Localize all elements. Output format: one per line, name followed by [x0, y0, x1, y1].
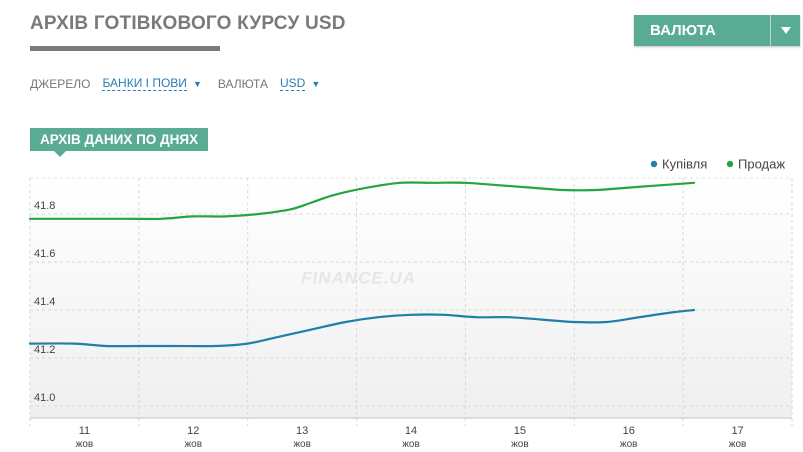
x-tick-month-label: жов — [184, 439, 202, 450]
rate-chart: 41.0 41.2 41.4 41.6 41.8 11 жов 12 жов 13 жов 14 жов… — [28, 157, 793, 450]
title-underline — [30, 46, 220, 51]
section-tag: АРХІВ ДАНИХ ПО ДНЯХ — [30, 128, 209, 151]
x-tick-month-label: жов — [729, 439, 747, 450]
chevron-down-icon — [770, 15, 800, 46]
x-tick-month-label: жов — [620, 439, 638, 450]
legend-marker — [650, 160, 658, 168]
currency-filter-label: ВАЛЮТА — [217, 76, 268, 91]
y-tick-label: 41.6 — [34, 248, 55, 260]
y-tick-label: 41.0 — [34, 392, 55, 404]
x-tick-day-label: 15 — [514, 425, 526, 437]
x-tick-day-label: 12 — [187, 425, 199, 437]
x-tick-day-label: 11 — [79, 425, 90, 437]
currency-caret-icon[interactable]: ▼ — [311, 78, 321, 89]
x-tick-month-label: жов — [402, 439, 420, 450]
y-tick-label: 41.4 — [34, 296, 55, 308]
filter-bar: ДЖЕРЕЛО БАНКИ І ПОВИ ▼ ВАЛЮТА USD ▼ — [30, 76, 336, 91]
x-tick-month-label: жов — [76, 439, 94, 450]
x-tick-month-label: жов — [293, 439, 311, 450]
currency-filter-select[interactable]: USD — [280, 76, 306, 91]
legend-label: Купівля — [662, 157, 707, 172]
legend-marker — [726, 160, 734, 168]
series-line-buy — [28, 308, 696, 348]
watermark-logo: FINANCE.UA — [301, 269, 416, 288]
section-tag-pointer — [54, 151, 66, 157]
x-tick-day-label: 13 — [296, 425, 308, 437]
x-tick-month-label: жов — [511, 439, 529, 450]
y-tick-label: 41.8 — [34, 200, 55, 212]
currency-dropdown-button[interactable]: ВАЛЮТА — [634, 15, 800, 46]
currency-dropdown-label: ВАЛЮТА — [650, 22, 716, 39]
page-title: АРХІВ ГОТІВКОВОГО КУРСУ USD — [30, 13, 346, 34]
x-tick-day-label: 16 — [623, 425, 635, 437]
source-caret-icon[interactable]: ▼ — [192, 78, 202, 89]
series-line-sell — [28, 181, 696, 221]
legend-label: Продаж — [738, 157, 785, 172]
source-filter-label: ДЖЕРЕЛО — [30, 76, 91, 91]
y-tick-label: 41.2 — [34, 344, 55, 356]
x-tick-day-label: 14 — [405, 425, 417, 437]
source-filter-select[interactable]: БАНКИ І ПОВИ — [102, 76, 187, 91]
x-tick-day-label: 17 — [731, 425, 743, 437]
